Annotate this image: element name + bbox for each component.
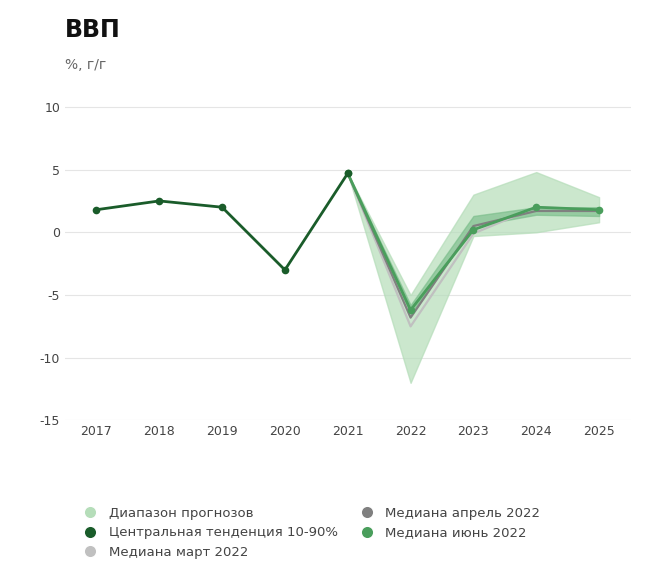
Legend: Диапазон прогнозов, Центральная тенденция 10-90%, Медиана март 2022, Медиана апр: Диапазон прогнозов, Центральная тенденци… — [72, 502, 545, 564]
Text: ВВП: ВВП — [65, 18, 121, 41]
Text: %, г/г: %, г/г — [65, 58, 106, 72]
